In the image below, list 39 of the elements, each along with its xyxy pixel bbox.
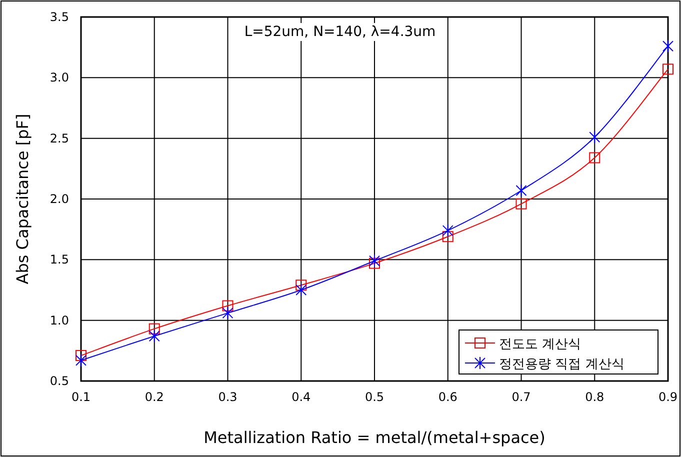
x-tick-label: 0.3 <box>218 390 238 404</box>
point <box>516 198 527 210</box>
x-tick-label: 0.9 <box>658 390 678 404</box>
annotation: L=52um, N=140, λ=4.3um <box>244 24 436 40</box>
point <box>76 350 86 362</box>
point <box>148 323 160 334</box>
y-tick-label: 2.5 <box>50 131 69 146</box>
point <box>442 224 454 238</box>
point <box>662 64 674 75</box>
x-tick-label: 0.4 <box>292 390 311 404</box>
point <box>296 280 307 291</box>
x-tick-label: 0.2 <box>144 390 164 404</box>
y-tick-label: 0.5 <box>50 374 69 388</box>
x-tick-label: 0.1 <box>71 390 91 404</box>
point <box>222 306 234 320</box>
y-tick-label: 3.0 <box>50 70 69 85</box>
x-tick-label: 0.6 <box>438 390 458 404</box>
x-tick-label: 0.5 <box>364 390 384 404</box>
legend-label: 전도도 계산식 <box>499 337 582 352</box>
point <box>369 258 380 269</box>
point <box>516 184 527 198</box>
legend-label: 정전용량 직접 계산식 <box>499 357 624 372</box>
point <box>662 40 674 53</box>
point <box>589 152 600 164</box>
x-tick-label: 0.7 <box>512 390 531 404</box>
point <box>148 330 160 343</box>
y-axis-title: Abs Capacitance [pF] <box>13 114 32 284</box>
y-tick-label: 1.0 <box>50 313 69 328</box>
y-tick-label: 2.0 <box>50 192 69 206</box>
y-tick-label: 3.5 <box>50 10 69 24</box>
point <box>589 130 600 144</box>
point <box>369 254 380 268</box>
point <box>76 354 86 367</box>
x-tick-label: 0.8 <box>585 390 604 404</box>
point <box>222 300 234 312</box>
point <box>296 284 307 296</box>
y-tick-label: 1.5 <box>50 252 69 267</box>
x-axis-title: Metallization Ratio = metal/(metal+space) <box>204 428 546 447</box>
point <box>442 231 454 242</box>
